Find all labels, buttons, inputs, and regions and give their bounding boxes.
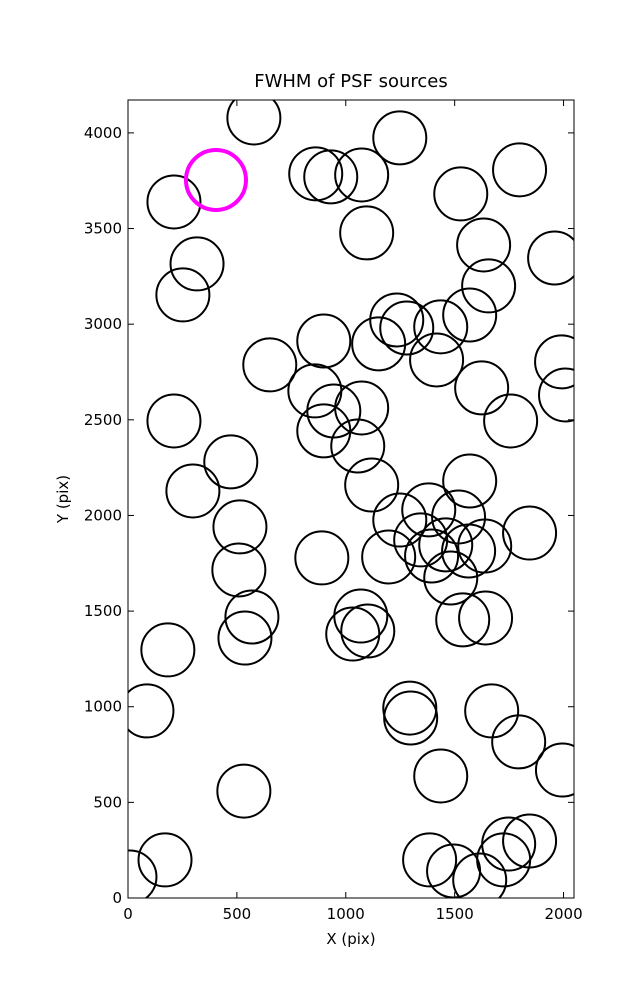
source-circle [169, 236, 225, 292]
x-tick-label: 0 [123, 905, 133, 923]
source-circle [442, 453, 498, 509]
x-axis-label: X (pix) [326, 930, 375, 948]
source-circle [418, 517, 474, 573]
source-circle [203, 434, 259, 490]
source-circle [339, 205, 395, 261]
chart-title: FWHM of PSF sources [254, 71, 448, 92]
source-circle [146, 393, 202, 449]
source-circle [211, 542, 267, 598]
source-circle [216, 763, 272, 819]
source-circle [296, 403, 352, 459]
source-circle [435, 592, 491, 648]
source-circle [224, 589, 280, 645]
source-circle [128, 683, 175, 739]
source-circle [383, 690, 439, 746]
y-tick-label: 4000 [84, 124, 122, 142]
source-circle [431, 489, 487, 545]
source-circle [442, 287, 498, 343]
x-tick-label: 1500 [436, 905, 474, 923]
source-circle [456, 217, 512, 273]
source-circle [491, 714, 547, 770]
x-tick-label: 1000 [327, 905, 365, 923]
source-circle [334, 147, 390, 203]
y-tick-label: 1500 [84, 602, 122, 620]
y-axis-label: Y (pix) [54, 475, 72, 524]
source-circle [288, 146, 344, 202]
source-circle [379, 300, 435, 356]
source-circle [534, 334, 574, 390]
source-circle [140, 622, 196, 678]
source-circle [217, 610, 273, 666]
source-circle [402, 832, 458, 888]
source-circle [303, 149, 359, 205]
source-circle [458, 590, 514, 646]
source-circle [452, 852, 508, 898]
source-circle [242, 337, 298, 393]
source-circle [423, 550, 479, 606]
source-circle [361, 529, 417, 585]
y-tick-label: 0 [112, 889, 122, 907]
source-circle [351, 316, 407, 372]
source-circle [483, 393, 539, 449]
source-circle [393, 512, 449, 568]
source-circle [137, 832, 193, 888]
source-circle [457, 518, 513, 574]
y-tick-label: 1000 [84, 698, 122, 716]
source-circle [226, 100, 282, 146]
source-circle [404, 528, 460, 584]
source-circle [306, 383, 362, 439]
source-circle [492, 142, 548, 198]
source-circle [183, 147, 248, 212]
source-circle [433, 166, 489, 222]
source-circle [165, 463, 221, 519]
source-circle [296, 313, 352, 369]
source-circle [287, 363, 343, 419]
source-circle [330, 418, 386, 474]
source-circle [334, 380, 390, 436]
x-tick-label: 500 [223, 905, 252, 923]
source-circle [461, 258, 517, 314]
y-tick-label: 2000 [84, 506, 122, 524]
source-circle [369, 292, 425, 348]
source-circle [401, 482, 457, 538]
source-circle [325, 606, 381, 662]
source-circle [146, 174, 202, 230]
x-tick-label: 2000 [544, 905, 582, 923]
source-circle [464, 683, 520, 739]
y-tick-label: 2500 [84, 411, 122, 429]
source-circle [128, 849, 158, 898]
source-circle [502, 505, 558, 561]
source-circle [155, 267, 211, 323]
source-circle [340, 603, 396, 659]
y-tick-label: 500 [93, 793, 122, 811]
source-circle [372, 110, 428, 166]
source-circle [413, 299, 469, 355]
source-circle [527, 230, 574, 286]
source-circle [476, 832, 532, 888]
source-circle [382, 680, 438, 736]
source-circle [538, 367, 574, 423]
source-circle [344, 457, 400, 513]
source-circle [454, 360, 510, 416]
y-tick-label: 3500 [84, 220, 122, 238]
source-circle [534, 742, 574, 798]
source-circle [294, 530, 350, 586]
source-circle [212, 499, 268, 555]
source-circle [409, 332, 465, 388]
plot-marks [128, 100, 574, 898]
source-circle [413, 748, 469, 804]
y-tick-label: 3000 [84, 315, 122, 333]
source-circle [372, 492, 428, 548]
plot-frame [127, 99, 575, 899]
